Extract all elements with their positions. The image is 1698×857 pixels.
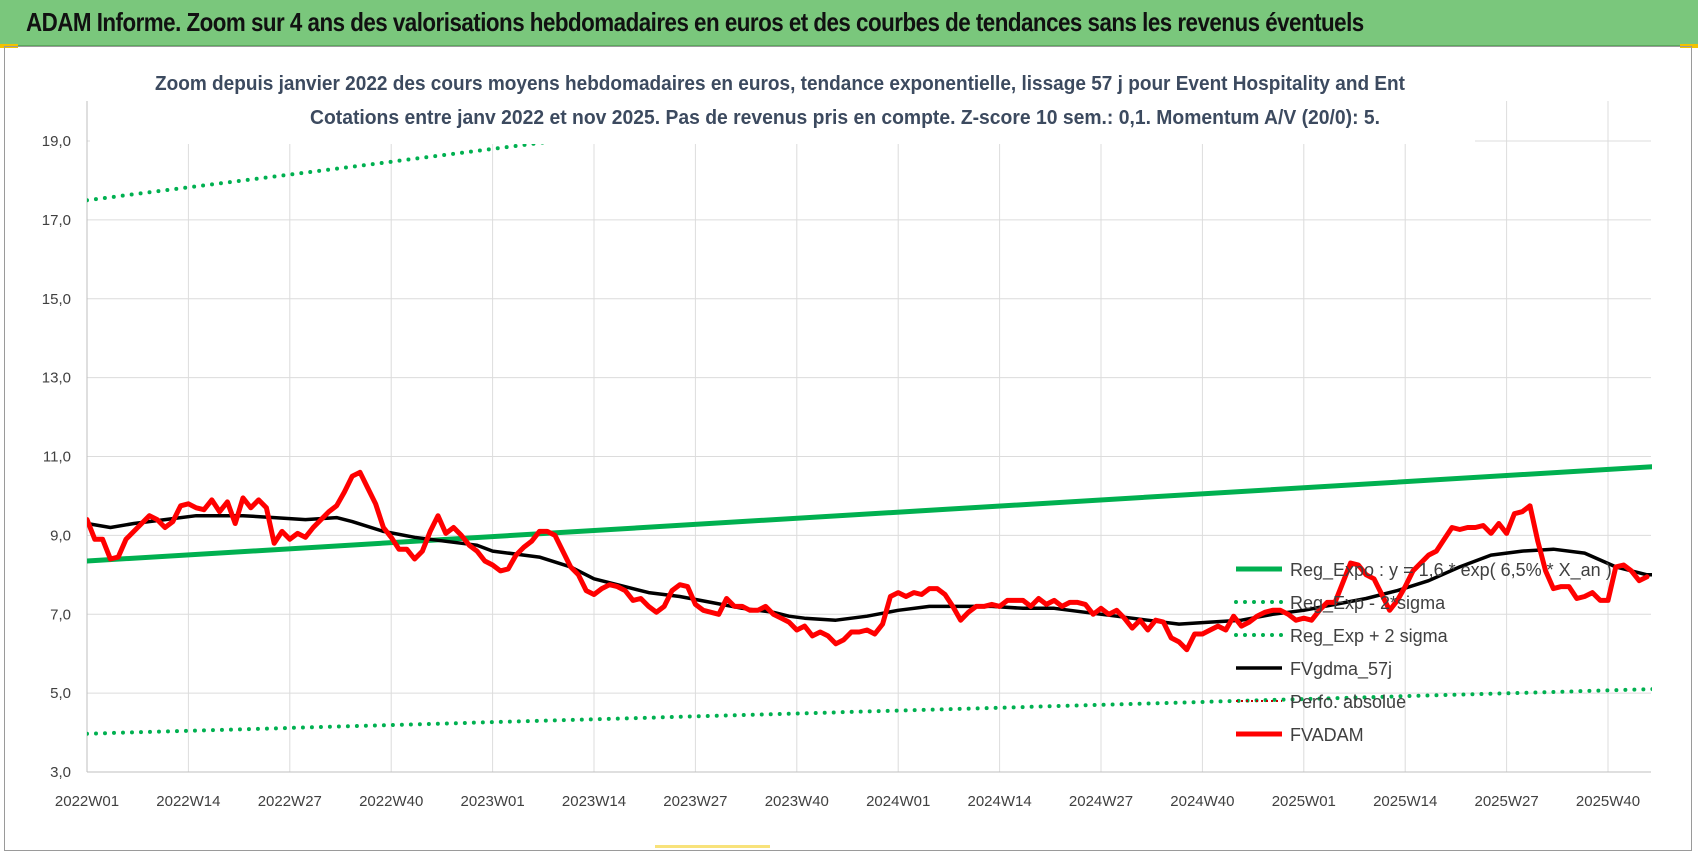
x-tick-label: 2025W40 xyxy=(1576,793,1640,810)
x-tick-label: 2025W27 xyxy=(1474,793,1538,810)
x-tick-label: 2022W14 xyxy=(156,793,220,810)
legend-label: Reg_Exp - 2*sigma xyxy=(1290,593,1446,614)
legend-label: Reg_Expo : y = 1,6 * exp( 6,5% * X_an ) xyxy=(1290,560,1612,581)
series-fvadam xyxy=(87,469,1650,653)
x-tick-label: 2025W01 xyxy=(1272,793,1336,810)
series-reg-exp-minus-2sigma xyxy=(87,687,1652,736)
x-tick-label: 2024W40 xyxy=(1170,793,1234,810)
y-tick-label: 3,0 xyxy=(50,764,71,781)
banner: ADAM Informe. Zoom sur 4 ans des valoris… xyxy=(0,0,1698,46)
y-tick-label: 11,0 xyxy=(43,449,71,466)
x-tick-label: 2023W01 xyxy=(460,793,524,810)
y-tick-label: 17,0 xyxy=(42,212,71,229)
y-tick-label: 19,0 xyxy=(42,133,71,150)
y-tick-label: 9,0 xyxy=(50,527,71,544)
banner-title: ADAM Informe. Zoom sur 4 ans des valoris… xyxy=(26,7,1364,37)
x-tick-label: 2022W01 xyxy=(55,793,119,810)
series-fvgdma-57j xyxy=(87,513,1652,626)
x-tick-label: 2024W01 xyxy=(866,793,930,810)
corner-mark-bottom xyxy=(655,845,770,848)
x-axis: 2022W01 2022W14 2022W27 2022W40 2023W01 2023W… xyxy=(55,793,1640,810)
x-tick-label: 2022W27 xyxy=(258,793,322,810)
x-tick-label: 2024W14 xyxy=(967,793,1031,810)
y-tick-label: 5,0 xyxy=(50,685,71,702)
grid xyxy=(86,101,1651,773)
x-tick-label: 2025W14 xyxy=(1373,793,1437,810)
x-tick-label: 2023W40 xyxy=(765,793,829,810)
legend-label: Perfo. absolue xyxy=(1290,692,1406,712)
legend-label: Reg_Exp + 2 sigma xyxy=(1290,626,1449,647)
x-tick-label: 2022W40 xyxy=(359,793,423,810)
y-axis: 3,0 5,0 7,0 9,0 11,0 13,0 15,0 17,0 19,0 xyxy=(42,133,71,781)
legend: Reg_Expo : y = 1,6 * exp( 6,5% * X_an ) R… xyxy=(1234,560,1612,745)
y-tick-label: 13,0 xyxy=(42,370,71,387)
chart-frame xyxy=(4,46,1692,851)
x-tick-label: 2023W14 xyxy=(562,793,626,810)
x-tick-label: 2023W27 xyxy=(663,793,727,810)
title-background xyxy=(90,64,1475,144)
y-tick-label: 15,0 xyxy=(42,291,71,308)
legend-label: FVgdma_57j xyxy=(1290,659,1392,680)
legend-label: FVADAM xyxy=(1290,725,1364,745)
x-tick-label: 2024W27 xyxy=(1069,793,1133,810)
chart-title: Zoom depuis janvier 2022 des cours moyen… xyxy=(155,73,1405,95)
y-tick-label: 7,0 xyxy=(50,606,71,623)
chart-subtitle: Cotations entre janv 2022 et nov 2025. P… xyxy=(310,107,1380,129)
series-reg-expo xyxy=(87,464,1652,564)
